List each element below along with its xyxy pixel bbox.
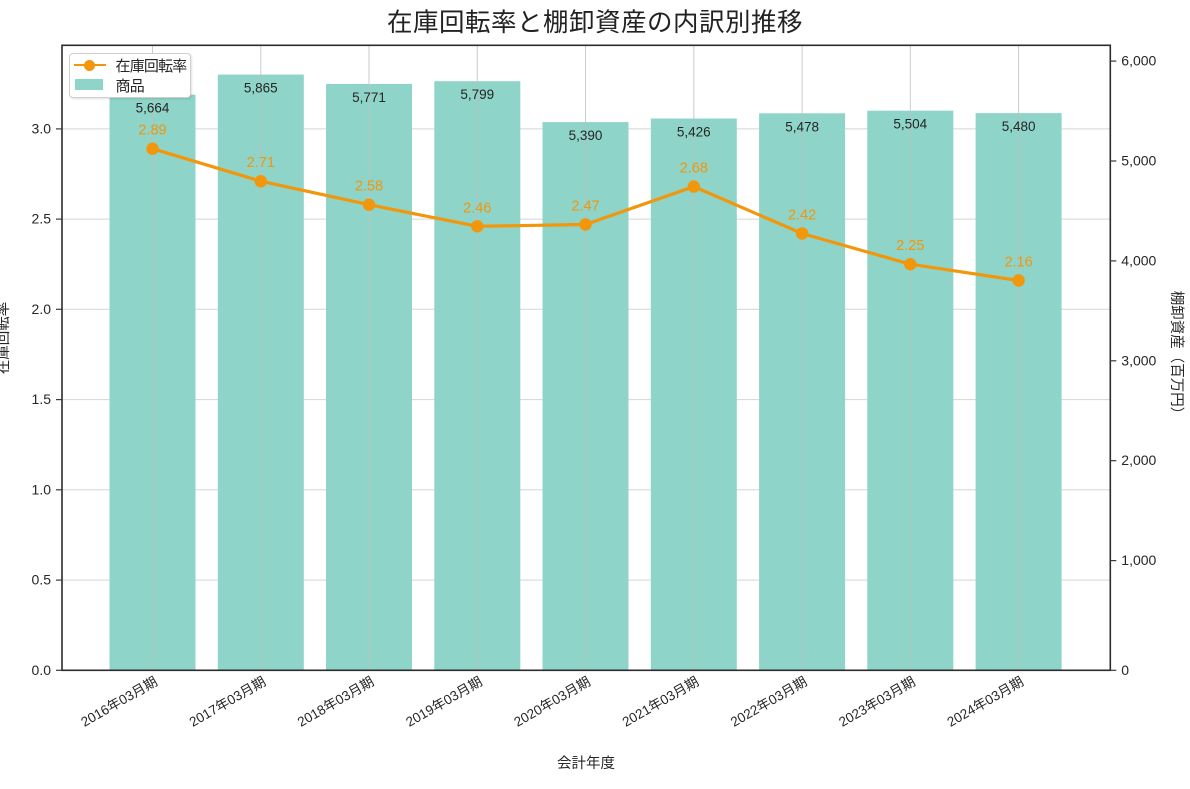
svg-text:5,426: 5,426 (677, 125, 711, 140)
svg-text:5,771: 5,771 (352, 90, 386, 105)
svg-text:2.68: 2.68 (680, 161, 708, 177)
svg-text:5,799: 5,799 (460, 87, 494, 102)
svg-text:1,000: 1,000 (1121, 552, 1156, 568)
svg-text:2.58: 2.58 (355, 179, 383, 195)
svg-text:5,865: 5,865 (244, 81, 278, 96)
svg-text:2018年03月期: 2018年03月期 (295, 674, 377, 730)
svg-text:2.71: 2.71 (247, 155, 275, 171)
svg-text:2.16: 2.16 (1004, 255, 1032, 271)
svg-text:0.0: 0.0 (32, 662, 52, 678)
svg-text:2016年03月期: 2016年03月期 (78, 674, 160, 730)
svg-text:2.42: 2.42 (788, 208, 816, 224)
svg-text:0: 0 (1121, 662, 1129, 678)
svg-text:2.0: 2.0 (32, 301, 52, 317)
svg-text:1.0: 1.0 (32, 481, 52, 497)
svg-text:2.5: 2.5 (32, 211, 52, 227)
svg-text:2019年03月期: 2019年03月期 (403, 674, 485, 730)
svg-text:2024年03月期: 2024年03月期 (945, 674, 1027, 730)
svg-text:2020年03月期: 2020年03月期 (511, 674, 593, 730)
svg-text:2.25: 2.25 (896, 238, 924, 254)
svg-text:1.5: 1.5 (32, 391, 52, 407)
svg-text:2,000: 2,000 (1121, 452, 1156, 468)
svg-text:3.0: 3.0 (32, 120, 52, 136)
svg-text:2.89: 2.89 (138, 123, 166, 139)
svg-text:5,390: 5,390 (569, 128, 603, 143)
svg-text:2.46: 2.46 (463, 200, 491, 216)
svg-text:2.47: 2.47 (571, 199, 599, 215)
svg-text:6,000: 6,000 (1121, 53, 1156, 69)
svg-text:3,000: 3,000 (1121, 352, 1156, 368)
svg-text:5,000: 5,000 (1121, 153, 1156, 169)
svg-text:2022年03月期: 2022年03月期 (728, 674, 810, 730)
svg-text:0.5: 0.5 (32, 572, 52, 588)
svg-text:2021年03月期: 2021年03月期 (620, 674, 702, 730)
svg-text:4,000: 4,000 (1121, 252, 1156, 268)
svg-text:2017年03月期: 2017年03月期 (187, 674, 269, 730)
svg-text:5,504: 5,504 (893, 117, 927, 132)
svg-text:2023年03月期: 2023年03月期 (836, 674, 918, 730)
svg-text:5,480: 5,480 (1002, 119, 1036, 134)
svg-text:5,664: 5,664 (136, 101, 170, 116)
svg-text:5,478: 5,478 (785, 119, 819, 134)
